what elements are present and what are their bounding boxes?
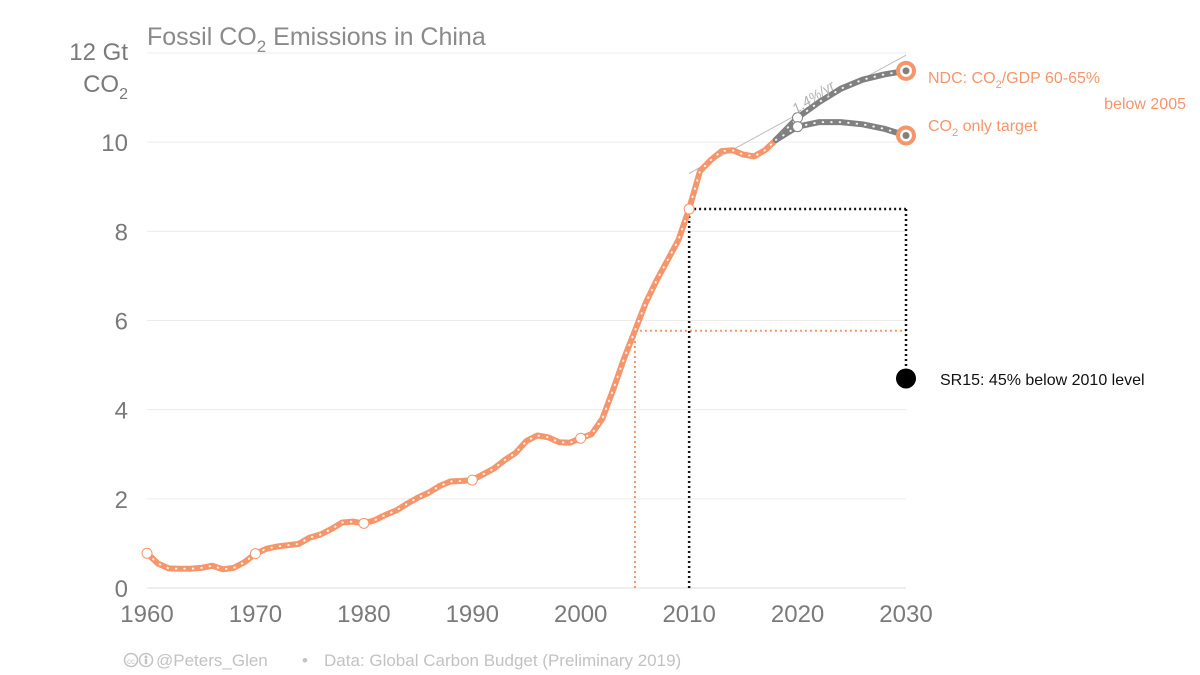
decade-marker (358, 517, 370, 529)
co2-only-label: CO2 only target (928, 118, 1038, 139)
decade-marker (249, 548, 261, 560)
decade-marker (141, 547, 153, 559)
sr15-point (896, 368, 916, 389)
ndc-label: NDC: CO2/GDP 60-65% (928, 70, 1100, 91)
x-tick-label: 1990 (446, 601, 499, 628)
gridlines (147, 52, 906, 589)
historical-line (144, 136, 779, 573)
target-endpoint-core (902, 67, 910, 75)
svg-text:cc: cc (127, 657, 135, 666)
reference-lines (633, 54, 908, 588)
x-tick-label: 1960 (120, 601, 173, 628)
y-tick-label: 10 (101, 130, 128, 157)
decade-marker (683, 203, 695, 215)
cc-by-icon: cc (123, 652, 154, 668)
y-tick-labels: 0 2 4 6 8 10 (101, 130, 128, 603)
y-tick-label: 2 (115, 487, 128, 514)
markers (141, 60, 916, 560)
x-tick-label: 2030 (879, 601, 932, 628)
x-tick-label: 2010 (662, 601, 715, 628)
decade-marker (792, 121, 804, 133)
x-tick-label: 1980 (337, 601, 390, 628)
sr15-label: SR15: 45% below 2010 level (940, 372, 1145, 389)
y-tick-label: 0 (115, 576, 128, 603)
decade-marker (466, 474, 478, 486)
x-tick-labels: 1960 1970 1980 1990 2000 2010 2020 2030 (120, 601, 932, 628)
historical-line-dots (146, 138, 777, 571)
target-endpoint-core (902, 131, 910, 139)
data-source: Data: Global Carbon Budget (Preliminary … (324, 651, 681, 670)
footer-separator: • (302, 651, 308, 670)
y-tick-label: 6 (115, 309, 128, 336)
chart-title: Fossil CO2 Emissions in China (147, 23, 486, 56)
x-tick-label: 2000 (554, 601, 607, 628)
author-handle: @Peters_Glen (156, 651, 268, 670)
ndc-label-line2: below 2005 (1104, 96, 1186, 113)
y-tick-label: 4 (115, 398, 128, 425)
y-unit-label-co2: CO2 (83, 71, 128, 103)
x-tick-label: 2020 (771, 601, 824, 628)
x-tick-label: 1970 (229, 601, 282, 628)
y-tick-label: 8 (115, 219, 128, 246)
y-unit-label: 12 Gt (69, 39, 128, 66)
footer: cc @Peters_Glen • Data: Global Carbon Bu… (123, 651, 681, 670)
decade-marker (575, 432, 587, 444)
